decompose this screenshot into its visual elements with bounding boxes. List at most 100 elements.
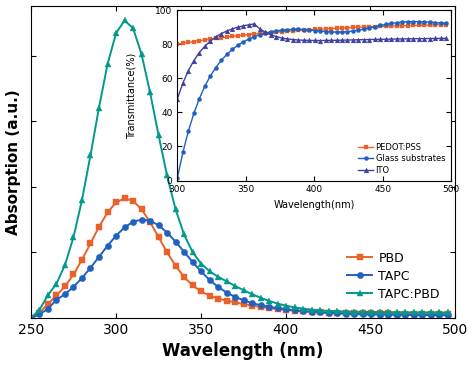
TAPC (181, 250, 187, 254)
TAPC (300, 309, 306, 313)
TAPC (79, 276, 85, 280)
TAPC (224, 290, 229, 295)
TAPC (28, 316, 34, 320)
TAPC (155, 223, 161, 227)
TAPC:PBD (377, 310, 383, 314)
TAPC:PBD (232, 284, 238, 288)
PBD (411, 311, 417, 316)
TAPC (309, 310, 314, 314)
PBD (105, 210, 110, 215)
TAPC:PBD (283, 303, 289, 308)
TAPC:PBD (130, 26, 136, 30)
TAPC (317, 310, 323, 315)
TAPC (164, 230, 170, 235)
TAPC (45, 306, 51, 311)
PBD (122, 196, 128, 201)
PBD (88, 241, 93, 246)
PBD (317, 310, 323, 314)
PBD (54, 293, 59, 298)
PBD (377, 311, 383, 315)
PBD (224, 298, 229, 303)
PBD (190, 283, 195, 288)
TAPC:PBD (385, 310, 391, 314)
TAPC:PBD (224, 279, 229, 284)
PBD (62, 284, 68, 288)
TAPC:PBD (96, 105, 102, 110)
PBD (402, 311, 408, 316)
PBD (79, 258, 85, 262)
TAPC:PBD (45, 293, 51, 297)
TAPC (428, 313, 434, 317)
TAPC (292, 308, 298, 313)
TAPC:PBD (164, 173, 170, 178)
TAPC (215, 285, 221, 289)
TAPC (266, 305, 272, 309)
TAPC:PBD (326, 309, 331, 313)
TAPC:PBD (300, 306, 306, 311)
PBD (385, 311, 391, 315)
PBD (360, 311, 365, 315)
PBD (130, 199, 136, 203)
PBD (45, 302, 51, 306)
TAPC:PBD (275, 301, 281, 306)
TAPC (326, 311, 331, 315)
TAPC (54, 298, 59, 302)
TAPC:PBD (215, 274, 221, 279)
TAPC (105, 244, 110, 248)
TAPC (283, 307, 289, 311)
TAPC (351, 312, 357, 316)
TAPC:PBD (36, 307, 42, 312)
PBD (419, 311, 425, 316)
PBD (232, 300, 238, 305)
PBD (283, 308, 289, 312)
PBD (147, 220, 153, 224)
TAPC (343, 311, 348, 316)
TAPC (88, 266, 93, 270)
PBD (368, 311, 374, 315)
TAPC (419, 313, 425, 317)
TAPC:PBD (122, 18, 128, 23)
TAPC:PBD (292, 305, 298, 310)
PBD (36, 310, 42, 315)
TAPC:PBD (155, 133, 161, 137)
TAPC:PBD (88, 153, 93, 157)
Line: TAPC: TAPC (28, 216, 451, 321)
PBD (394, 311, 400, 316)
PBD (181, 275, 187, 279)
TAPC:PBD (79, 198, 85, 202)
PBD (28, 316, 34, 320)
TAPC (96, 255, 102, 259)
TAPC:PBD (419, 310, 425, 315)
TAPC (36, 312, 42, 317)
PBD (266, 306, 272, 310)
PBD (241, 302, 246, 306)
PBD (334, 310, 340, 315)
TAPC:PBD (411, 310, 417, 314)
PBD (71, 272, 76, 277)
TAPC (394, 313, 400, 317)
TAPC:PBD (249, 292, 255, 296)
PBD (249, 303, 255, 308)
TAPC:PBD (266, 299, 272, 303)
TAPC:PBD (28, 316, 34, 320)
TAPC:PBD (402, 310, 408, 314)
PBD (300, 309, 306, 314)
TAPC (232, 295, 238, 299)
TAPC (147, 219, 153, 223)
PBD (215, 296, 221, 301)
PBD (139, 207, 145, 212)
TAPC:PBD (258, 296, 264, 300)
TAPC:PBD (113, 31, 119, 36)
TAPC:PBD (173, 207, 178, 212)
TAPC (275, 306, 281, 310)
TAPC (249, 301, 255, 305)
TAPC:PBD (394, 310, 400, 314)
TAPC (190, 260, 195, 264)
TAPC:PBD (198, 261, 204, 266)
PBD (351, 311, 357, 315)
TAPC (445, 313, 450, 317)
Line: TAPC:PBD: TAPC:PBD (27, 17, 451, 321)
PBD (428, 311, 434, 316)
TAPC (139, 217, 145, 222)
TAPC:PBD (428, 310, 434, 315)
